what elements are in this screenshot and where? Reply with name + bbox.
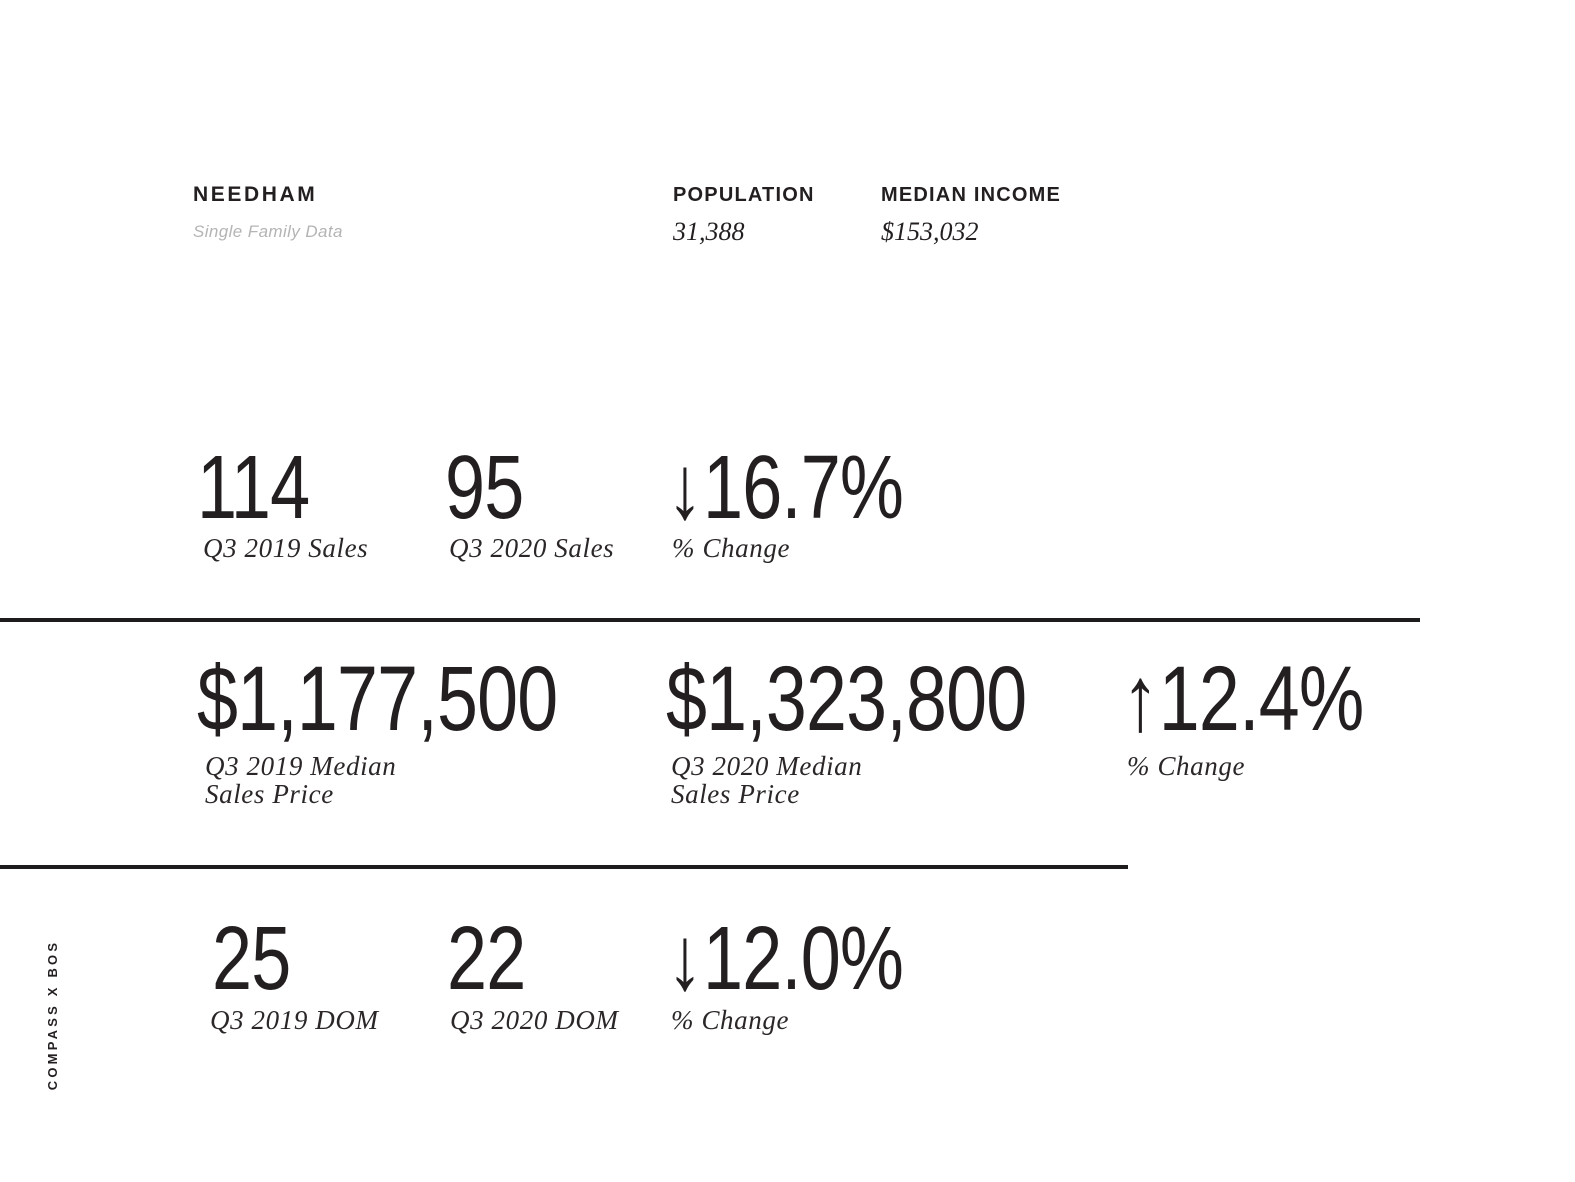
q3-2019-dom-value: 25 [212, 909, 291, 1009]
q3-2020-median-price-label: Q3 2020 Median Sales Price [671, 751, 863, 809]
sales-change-number: 16.7% [703, 438, 904, 538]
dom-change-number: 12.0% [703, 909, 904, 1009]
down-arrow-icon: ↓ [667, 438, 703, 538]
sales-change-label: % Change [672, 533, 791, 563]
sales-change-value: ↓16.7% [667, 443, 904, 533]
median-price-change-label: % Change [1127, 751, 1246, 781]
report-subtitle: Single Family Data [193, 222, 343, 241]
q3-2020-dom-label: Q3 2020 DOM [450, 1005, 619, 1035]
compass-brand-vertical: COMPASS X BOS [45, 939, 60, 1091]
q3-2020-sales-label: Q3 2020 Sales [449, 533, 615, 563]
median-income-value: $153,032 [881, 217, 979, 246]
median-price-change-number: 12.4% [1158, 648, 1364, 750]
q3-2020-dom-value: 22 [447, 909, 526, 1009]
q3-2019-median-price-value: $1,177,500 [197, 648, 558, 750]
divider-line [0, 618, 1420, 622]
dom-change-label: % Change [671, 1005, 790, 1035]
population-value: 31,388 [673, 217, 745, 246]
median-price-change-value: ↑12.4% [1122, 653, 1364, 745]
median-income-label: MEDIAN INCOME [881, 184, 1062, 206]
up-arrow-icon: ↑ [1122, 648, 1159, 750]
q3-2019-sales-label: Q3 2019 Sales [203, 533, 369, 563]
q3-2019-median-price-label: Q3 2019 Median Sales Price [205, 751, 397, 809]
divider-line [0, 865, 1128, 869]
q3-2020-sales-value: 95 [445, 438, 524, 538]
town-name: NEEDHAM [193, 183, 318, 206]
q3-2019-dom-label: Q3 2019 DOM [210, 1005, 379, 1035]
q3-2020-median-price-value: $1,323,800 [666, 648, 1027, 750]
q3-2019-sales-value: 114 [197, 438, 310, 538]
dom-change-value: ↓12.0% [667, 914, 904, 1004]
population-label: POPULATION [673, 184, 815, 206]
down-arrow-icon: ↓ [667, 909, 703, 1009]
